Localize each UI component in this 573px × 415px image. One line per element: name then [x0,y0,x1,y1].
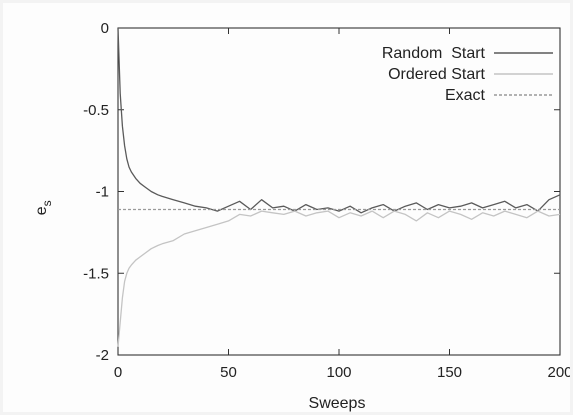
y-tick-label: -0.5 [83,102,109,119]
x-tick-label: 150 [437,364,462,381]
y-axis-title-subscript: s [40,200,54,206]
x-tick-label: 200 [547,364,570,381]
x-tick-label: 50 [220,364,237,381]
legend-label-2: Exact [445,87,486,104]
y-tick-label: -1 [96,184,109,201]
x-tick-label: 100 [326,364,351,381]
y-axis-title-main: e [33,206,50,215]
plot-frame [117,27,561,356]
line-chart: 0 50 100 150 200 -2 -1.5 -1 -0.5 0 Sweeps es Random… [33,20,570,412]
y-tick-label: -2 [96,347,109,364]
legend-label-1: Ordered Start [388,66,485,83]
y-tick-label: 0 [101,20,109,37]
y-tick-label: -1.5 [83,265,109,282]
x-axis-title: Sweeps [309,395,366,412]
series-line-1 [117,210,561,347]
y-axis-title: es [33,200,54,215]
x-tick-label: 0 [114,364,122,381]
chart-card: 0 50 100 150 200 -2 -1.5 -1 -0.5 0 Sweeps es Random… [3,3,570,412]
series-line-0 [117,27,561,214]
legend-label-0: Random Start [382,45,486,62]
legend: Random Start Ordered Start Exact [382,45,553,104]
